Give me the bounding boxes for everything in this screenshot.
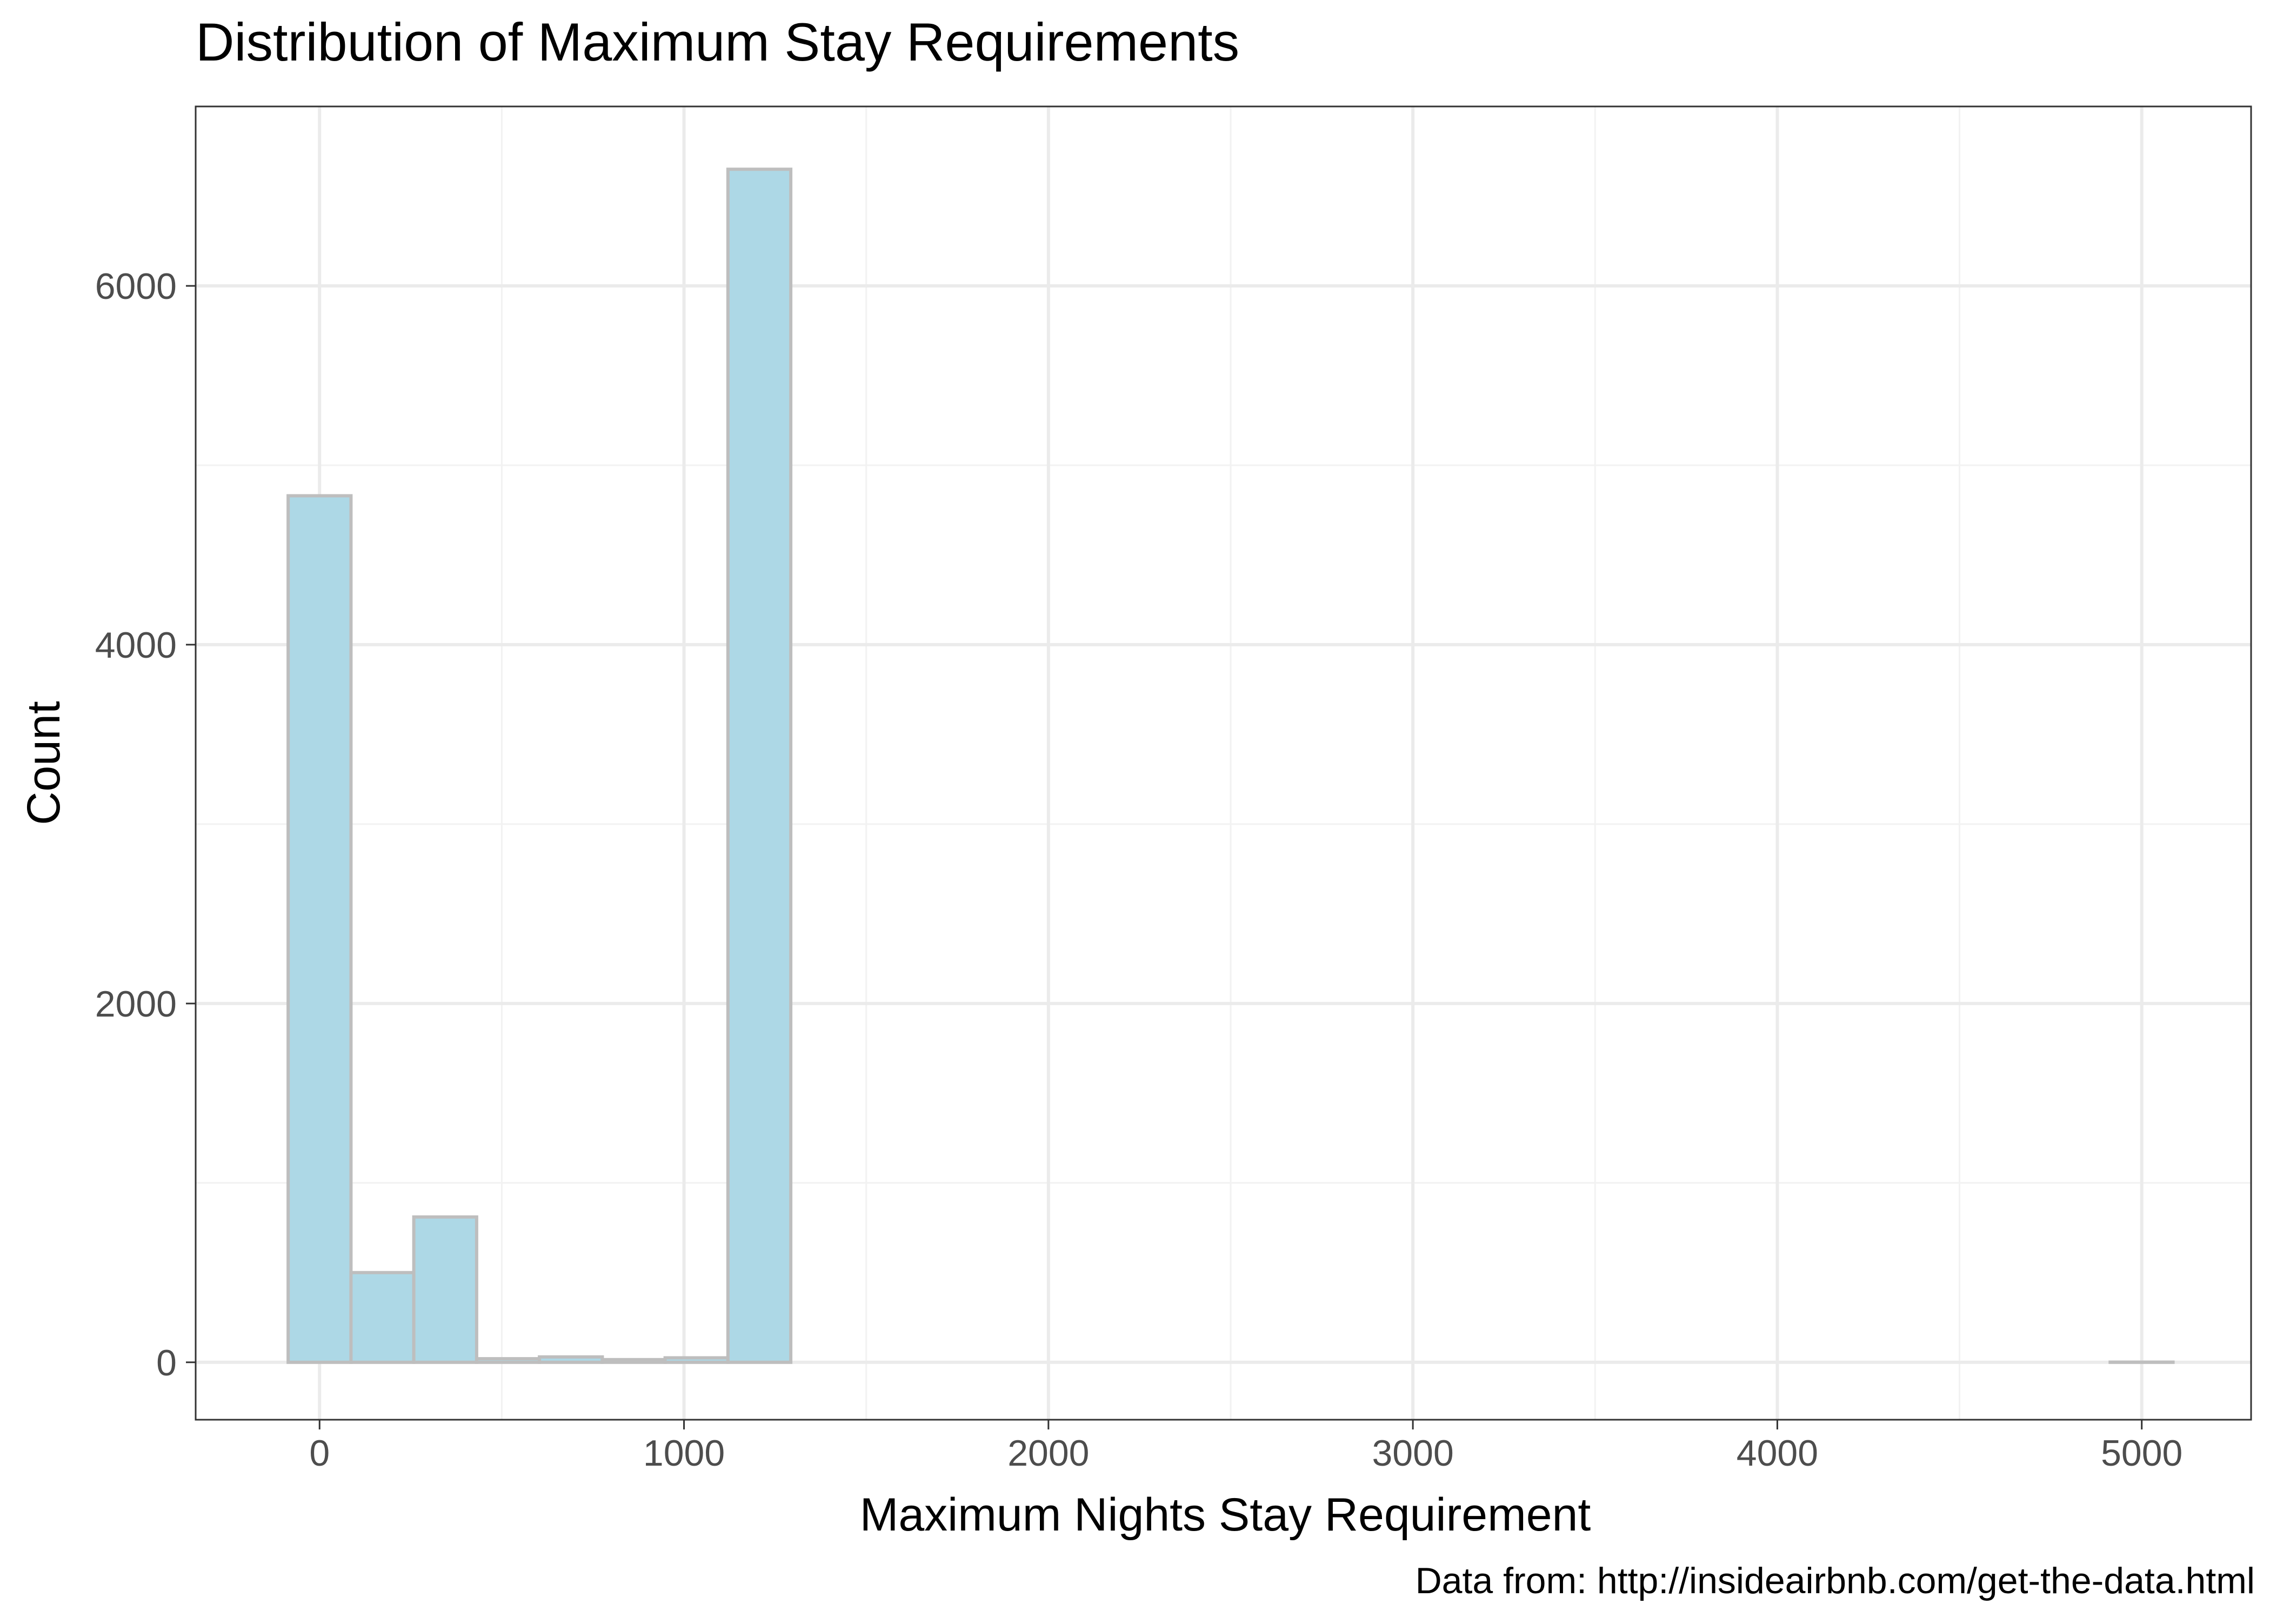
histogram-bar bbox=[602, 1360, 665, 1362]
y-tick-label: 2000 bbox=[95, 984, 177, 1025]
chart-caption: Data from: http://insideairbnb.com/get-t… bbox=[1416, 1560, 2255, 1601]
x-tick-label: 2000 bbox=[1007, 1433, 1089, 1474]
histogram-bar bbox=[477, 1359, 539, 1362]
histogram-bar bbox=[728, 169, 791, 1362]
histogram-bar bbox=[539, 1357, 602, 1362]
x-tick-label: 4000 bbox=[1737, 1433, 1818, 1474]
y-tick-label: 4000 bbox=[95, 625, 177, 666]
x-tick-label: 5000 bbox=[2101, 1433, 2182, 1474]
histogram-bar bbox=[288, 496, 351, 1362]
chart-title: Distribution of Maximum Stay Requirement… bbox=[196, 12, 1239, 72]
x-tick-label: 3000 bbox=[1372, 1433, 1453, 1474]
histogram-bar bbox=[351, 1273, 413, 1362]
y-tick-label: 6000 bbox=[95, 266, 177, 307]
y-tick-label: 0 bbox=[156, 1342, 177, 1384]
x-tick-label: 0 bbox=[309, 1433, 330, 1474]
histogram-bar bbox=[414, 1217, 477, 1362]
y-axis-label: Count bbox=[18, 701, 70, 825]
x-axis-label: Maximum Nights Stay Requirement bbox=[860, 1489, 1591, 1541]
histogram-bar bbox=[665, 1358, 728, 1362]
x-tick-label: 1000 bbox=[643, 1433, 725, 1474]
